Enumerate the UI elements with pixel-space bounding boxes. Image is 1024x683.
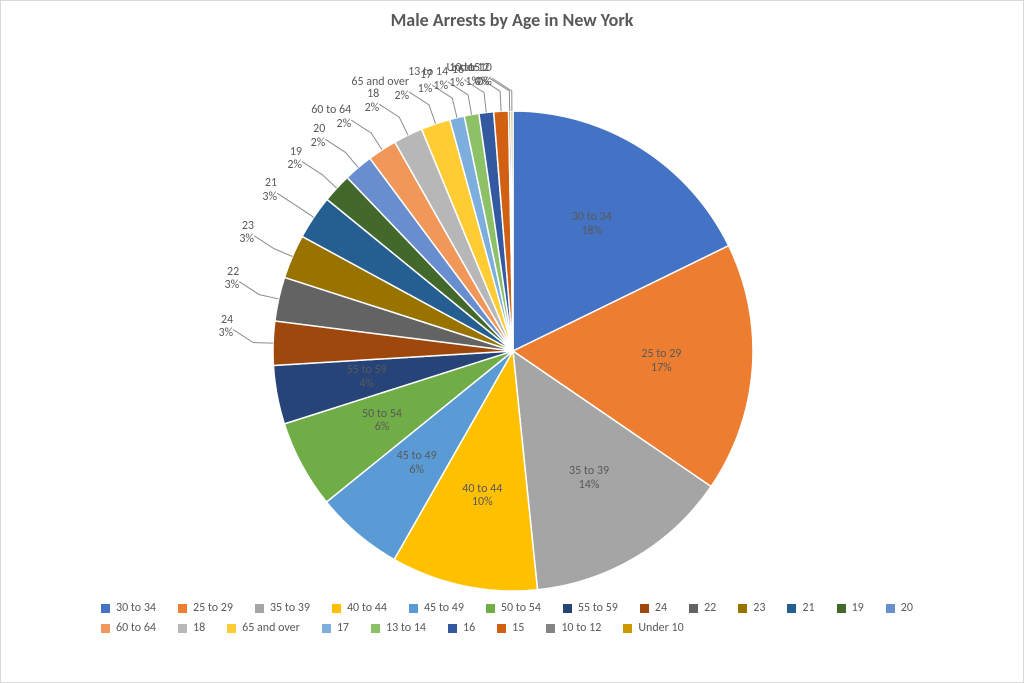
legend-swatch — [101, 624, 110, 633]
legend-item: 10 to 12 — [546, 621, 601, 635]
slice-label: 213% — [197, 177, 277, 205]
slice-label: 50 to 546% — [337, 408, 427, 436]
legend-item: 17 — [322, 621, 349, 635]
legend-swatch — [448, 624, 457, 633]
slice-labels-layer: 30 to 3418% 25 to 2917% 35 to 3914% 40 to 4… — [1, 41, 1024, 601]
legend-swatch — [787, 604, 796, 613]
legend-label: 65 and over — [242, 621, 300, 635]
slice-label: 40 to 4410% — [437, 483, 527, 511]
legend-item: 15 — [497, 621, 524, 635]
legend-label: Under 10 — [638, 621, 683, 635]
chart-container: Male Arrests by Age in New York 30 to 34… — [0, 0, 1024, 683]
legend-label: 24 — [655, 601, 667, 615]
legend-label: 20 — [901, 601, 913, 615]
legend-label: 50 to 54 — [501, 601, 541, 615]
legend-swatch — [563, 604, 572, 613]
slice-label: 223% — [159, 266, 239, 294]
slice-label: Under 100% — [412, 62, 492, 90]
legend-label: 55 to 59 — [578, 601, 618, 615]
legend-label: 60 to 64 — [116, 621, 156, 635]
legend-label: 22 — [704, 601, 716, 615]
legend-swatch — [255, 604, 264, 613]
legend-swatch — [640, 604, 649, 613]
slice-label: 243% — [153, 314, 233, 342]
legend-item: 13 to 14 — [371, 621, 426, 635]
legend-label: 18 — [193, 621, 205, 635]
legend-label: 40 to 44 — [347, 601, 387, 615]
legend-swatch — [738, 604, 747, 613]
legend-swatch — [689, 604, 698, 613]
legend-label: 15 — [512, 621, 524, 635]
legend-swatch — [497, 624, 506, 633]
slice-label: 30 to 3418% — [547, 211, 637, 239]
legend-item: 19 — [837, 601, 864, 615]
legend-swatch — [837, 604, 846, 613]
legend-item: 50 to 54 — [486, 601, 541, 615]
legend-item: 24 — [640, 601, 667, 615]
legend-label: 10 to 12 — [561, 621, 601, 635]
legend-item: 35 to 39 — [255, 601, 310, 615]
legend-label: 21 — [802, 601, 814, 615]
legend-label: 30 to 34 — [116, 601, 156, 615]
legend-swatch — [101, 604, 110, 613]
legend-swatch — [546, 624, 555, 633]
slice-label: 233% — [174, 220, 254, 248]
legend-label: 16 — [463, 621, 475, 635]
legend: 30 to 34 25 to 29 35 to 39 40 to 44 45 to 49… — [101, 601, 925, 635]
legend-swatch — [886, 604, 895, 613]
legend-label: 19 — [852, 601, 864, 615]
legend-swatch — [178, 624, 187, 633]
legend-swatch — [322, 624, 331, 633]
legend-item: 30 to 34 — [101, 601, 156, 615]
legend-label: 23 — [753, 601, 765, 615]
legend-label: 13 to 14 — [386, 621, 426, 635]
legend-item: 23 — [738, 601, 765, 615]
legend-swatch — [178, 604, 187, 613]
legend-item: 22 — [689, 601, 716, 615]
slice-label: 25 to 2917% — [616, 348, 706, 376]
legend-label: 35 to 39 — [270, 601, 310, 615]
legend-label: 45 to 49 — [424, 601, 464, 615]
legend-swatch — [371, 624, 380, 633]
slice-label: 55 to 594% — [322, 364, 412, 392]
legend-item: 21 — [787, 601, 814, 615]
legend-item: 18 — [178, 621, 205, 635]
legend-swatch — [332, 604, 341, 613]
legend-swatch — [227, 624, 236, 633]
legend-item: 16 — [448, 621, 475, 635]
legend-swatch — [409, 604, 418, 613]
legend-label: 25 to 29 — [193, 601, 233, 615]
slice-label: 35 to 3914% — [544, 465, 634, 493]
chart-title: Male Arrests by Age in New York — [1, 9, 1023, 31]
legend-item: 40 to 44 — [332, 601, 387, 615]
legend-item: 25 to 29 — [178, 601, 233, 615]
slice-label: 45 to 496% — [372, 450, 462, 478]
legend-item: 20 — [886, 601, 913, 615]
legend-item: 65 and over — [227, 621, 300, 635]
legend-swatch — [486, 604, 495, 613]
legend-item: 45 to 49 — [409, 601, 464, 615]
legend-item: Under 10 — [623, 621, 683, 635]
legend-item: 55 to 59 — [563, 601, 618, 615]
legend-label: 17 — [337, 621, 349, 635]
legend-swatch — [623, 624, 632, 633]
legend-item: 60 to 64 — [101, 621, 156, 635]
